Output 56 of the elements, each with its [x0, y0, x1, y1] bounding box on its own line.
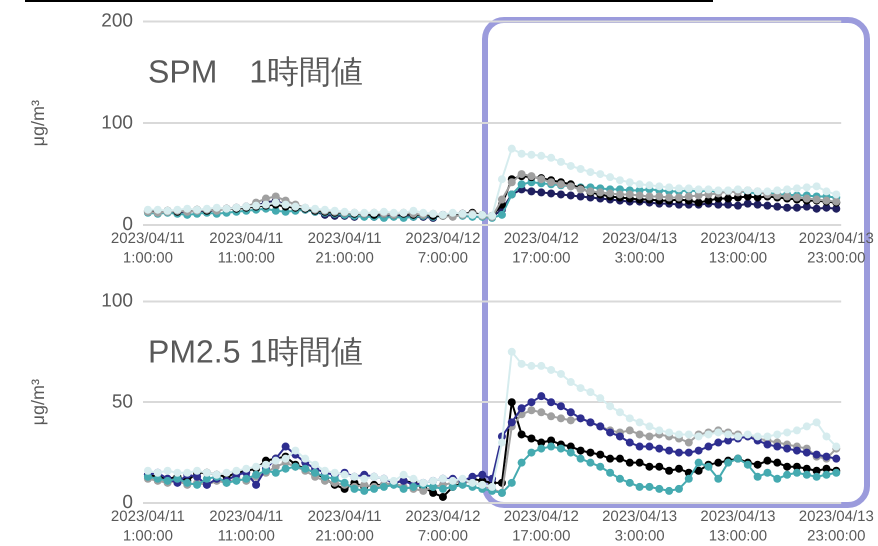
- point: [527, 187, 536, 196]
- point: [606, 454, 614, 463]
- point: [596, 450, 604, 459]
- y-tick-label: 200: [101, 10, 133, 32]
- text: PM2.5 1時間値: [148, 333, 364, 370]
- y-tick-label: 100: [101, 290, 133, 312]
- point: [783, 462, 792, 471]
- point: [556, 190, 565, 198]
- point: [754, 200, 762, 209]
- point: [744, 200, 752, 208]
- point: [566, 191, 575, 200]
- point: [636, 458, 644, 467]
- x-tick-label: 2023/04/13 3:00:00: [602, 508, 678, 544]
- x-tick-label: 2023/04/12 17:00:00: [504, 508, 579, 544]
- y-tick-label: 100: [101, 112, 133, 134]
- y-tick-label: 50: [112, 391, 133, 412]
- point: [763, 456, 772, 465]
- point: [527, 434, 536, 442]
- text: SPM 1時間値: [148, 53, 364, 90]
- point: [518, 430, 526, 438]
- x-tick-label: 2023/04/11 21:00:00: [308, 508, 382, 544]
- point: [773, 458, 782, 467]
- point: [645, 462, 654, 471]
- point: [438, 492, 447, 501]
- point: [694, 466, 703, 475]
- x-tick-label: 2023/04/11 11:00:00: [209, 230, 284, 266]
- point: [655, 462, 664, 471]
- y-axis-title: μg/m³: [28, 100, 48, 146]
- x-tick-label: 2023/04/12 7:00:00: [405, 508, 480, 544]
- point: [714, 458, 722, 467]
- point: [792, 204, 801, 212]
- y-axis-title: μg/m³: [28, 379, 48, 426]
- x-tick-label: 2023/04/13 23:00:00: [798, 508, 874, 544]
- point: [773, 202, 782, 211]
- x-tick-label: 2023/04/12 7:00:00: [405, 230, 480, 266]
- x-tick-label: 2023/04/13 3:00:00: [602, 230, 678, 266]
- x-tick-label: 2023/04/12 17:00:00: [504, 230, 579, 266]
- point: [537, 188, 546, 196]
- point: [812, 204, 821, 213]
- point: [674, 464, 683, 473]
- x-tick-label: 2023/04/11 21:00:00: [308, 230, 382, 266]
- point: [763, 202, 772, 210]
- point: [576, 192, 585, 200]
- point: [508, 398, 516, 406]
- point: [576, 446, 585, 455]
- x-tick-label: 2023/04/13 13:00:00: [700, 508, 776, 544]
- x-tick-label: 2023/04/11 11:00:00: [209, 508, 284, 544]
- point: [734, 202, 742, 210]
- point: [783, 204, 792, 212]
- x-tick-label: 2023/04/13 13:00:00: [700, 230, 776, 266]
- point: [665, 466, 674, 475]
- point: [616, 454, 624, 463]
- point: [754, 460, 762, 469]
- point: [626, 458, 634, 467]
- point: [586, 448, 594, 457]
- point: [547, 189, 556, 198]
